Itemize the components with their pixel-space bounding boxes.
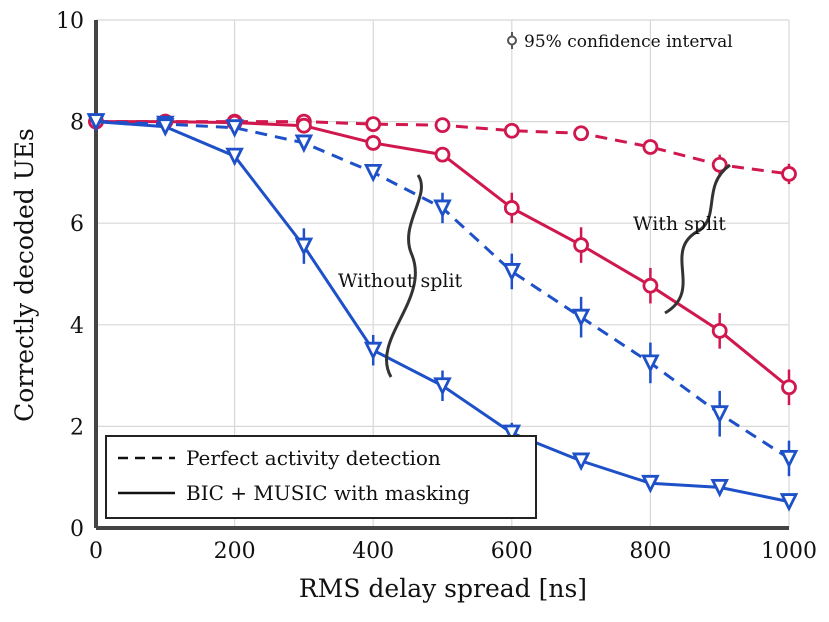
x-tick-label: 800 [629,539,671,564]
annotations: 95% confidence interval Without split Wi… [338,32,733,378]
data-point [225,147,244,167]
data-point [573,237,589,253]
data-point [365,135,382,151]
x-tick-label: 400 [352,539,394,564]
data-point [711,322,728,339]
data-point [711,156,728,173]
axis-text: RMS delay spread [ns] Correctly decoded … [10,9,817,603]
data-point [502,263,522,282]
data-point [295,117,312,134]
data-point [779,493,799,512]
x-axis-label: RMS delay spread [ns] [299,574,587,603]
legend-box [105,435,537,519]
without-split-label: Without split [338,270,463,292]
data-point [294,237,314,257]
data-point [434,146,451,163]
without-split-brace [384,174,423,378]
ci-label: 95% confidence interval [524,32,733,52]
data-point [571,452,591,472]
data-point [434,117,451,134]
y-tick-label: 2 [70,415,84,440]
data-point [225,119,244,138]
y-tick-label: 6 [70,212,84,237]
data-point [86,113,106,132]
ci-marker-icon [507,32,517,49]
series-3 [86,113,799,512]
data-point [710,405,729,424]
y-axis-label: Correctly decoded UEs [10,128,39,422]
data-point [503,122,520,139]
with-split-label: With split [633,213,726,235]
data-point [363,341,383,361]
data-point [710,478,729,498]
with-split-brace [664,163,731,315]
legend-entry-perfect: Perfect activity detection [186,446,441,470]
x-tick-label: 200 [214,539,256,564]
x-tick-label: 600 [491,539,533,564]
data-point [365,116,382,133]
data-point [294,134,314,154]
data-point [642,139,659,155]
x-tick-label: 0 [89,539,103,564]
data-point [363,163,383,183]
data-point [641,474,660,494]
data-point [781,166,797,182]
plot-frame [94,20,789,530]
data-point [502,424,522,444]
data-point [573,125,589,142]
data-point [503,200,520,216]
legend: Perfect activity detection BIC + MUSIC w… [105,435,537,519]
data-point [433,377,452,396]
data-point [781,379,797,396]
data-point [433,199,452,219]
data-point [779,450,799,469]
data-point [641,354,660,374]
series-2 [86,113,799,477]
data-point [642,277,659,294]
x-tick-label: 1000 [761,539,817,564]
y-tick-label: 8 [70,111,84,136]
series-1 [88,113,797,406]
y-tick-label: 0 [70,517,84,542]
y-tick-label: 10 [56,9,84,34]
data-point [571,308,591,328]
legend-entry-bic: BIC + MUSIC with masking [186,481,470,505]
data-point [156,118,175,137]
series-layer [86,113,799,512]
y-tick-label: 4 [70,314,84,339]
